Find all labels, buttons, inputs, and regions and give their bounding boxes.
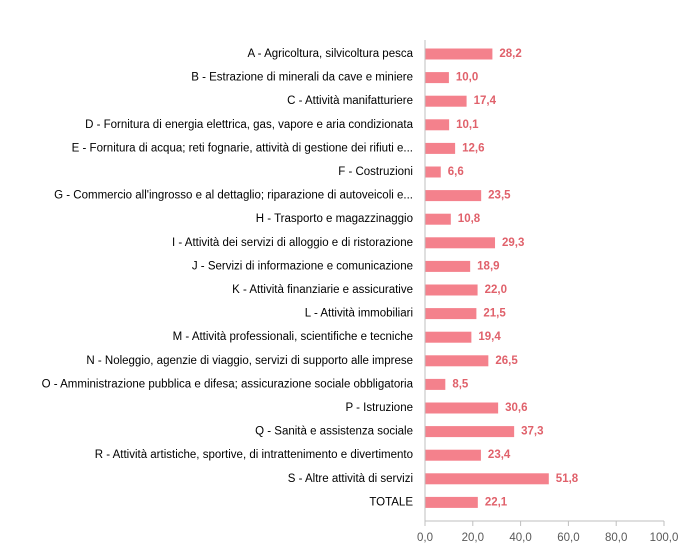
value-label: 26,5 [495, 355, 518, 367]
bar [425, 190, 482, 202]
x-tick-label: 60,0 [557, 532, 579, 544]
bar [425, 402, 499, 414]
bar [425, 142, 456, 154]
category-label: K - Attività finanziarie e assicurative [232, 284, 413, 296]
x-tick-label: 0,0 [417, 532, 433, 544]
value-label: 17,4 [474, 95, 497, 107]
bar [425, 308, 477, 320]
value-labels: 28,2 10,0 17,4 10,1 12,6 6,6 23,5 10,8 29,318,9 2… [448, 48, 579, 508]
category-label: P - Istruzione [345, 402, 413, 414]
category-labels: A - Agricoltura, silvicoltura pesca B - E… [42, 48, 414, 508]
x-axis: 0,0 20,0 40,0 60,0 80,0 100,0 [417, 40, 678, 544]
category-label: TOTALE [369, 496, 413, 508]
bar [425, 449, 481, 461]
value-label: 18,9 [477, 260, 499, 272]
value-label: 8,5 [452, 378, 469, 390]
category-label: H - Trasporto e magazzinaggio [256, 213, 413, 225]
value-label: 23,4 [488, 449, 511, 461]
x-tick-label: 40,0 [509, 532, 531, 544]
category-label: J - Servizi di informazione e comunicazi… [192, 260, 413, 272]
bar [425, 72, 449, 84]
value-label: 23,5 [488, 190, 511, 202]
value-label: 28,2 [499, 48, 521, 60]
category-label: F - Costruzioni [338, 166, 413, 178]
bar [425, 119, 450, 131]
bar [425, 237, 496, 249]
bars [425, 48, 549, 508]
value-label: 10,0 [456, 72, 478, 84]
category-label: R - Attività artistiche, sportive, di in… [95, 449, 413, 461]
bar [425, 331, 472, 343]
bar [425, 95, 467, 107]
bar [425, 166, 441, 178]
category-label: E - Fornitura di acqua; reti fognarie, a… [72, 142, 413, 154]
value-label: 37,3 [521, 426, 543, 438]
value-label: 51,8 [556, 473, 579, 485]
value-label: 10,8 [458, 213, 481, 225]
value-label: 19,4 [478, 331, 501, 343]
category-label: B - Estrazione di minerali da cave e min… [191, 72, 413, 84]
category-label: G - Commercio all'ingrosso e al dettagli… [54, 190, 413, 202]
value-label: 22,0 [485, 284, 507, 296]
category-label: O - Amministrazione pubblica e difesa; a… [42, 378, 414, 390]
bar [425, 355, 489, 367]
category-label: M - Attività professionali, scientifiche… [173, 331, 413, 343]
category-label: D - Fornitura di energia elettrica, gas,… [85, 119, 414, 131]
value-label: 10,1 [456, 119, 479, 131]
value-label: 29,3 [502, 237, 524, 249]
category-label: Q - Sanità e assistenza sociale [255, 426, 413, 438]
bar [425, 260, 471, 272]
bar [425, 378, 446, 390]
bar [425, 284, 478, 296]
category-label: L - Attività immobiliari [305, 308, 413, 320]
value-label: 21,5 [483, 308, 506, 320]
bar [425, 496, 478, 508]
category-label: C - Attività manifatturiere [287, 95, 413, 107]
value-label: 12,6 [462, 142, 484, 154]
category-label: I - Attività dei servizi di alloggio e d… [172, 237, 413, 249]
x-tick-label: 20,0 [462, 532, 484, 544]
value-label: 22,1 [485, 496, 508, 508]
bar [425, 473, 549, 485]
value-label: 6,6 [448, 166, 464, 178]
category-label: A - Agricoltura, silvicoltura pesca [247, 48, 413, 60]
category-label: N - Noleggio, agenzie di viaggio, serviz… [86, 355, 413, 367]
value-label: 30,6 [505, 402, 527, 414]
bar [425, 213, 451, 225]
bar [425, 426, 515, 438]
x-tick-label: 100,0 [650, 532, 679, 544]
x-tick-label: 80,0 [605, 532, 627, 544]
category-label: S - Altre attività di servizi [288, 473, 413, 485]
bar [425, 48, 493, 60]
